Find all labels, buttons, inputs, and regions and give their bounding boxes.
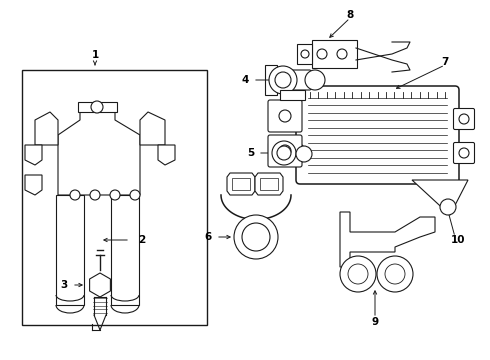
Polygon shape xyxy=(227,173,255,195)
Circle shape xyxy=(90,190,100,200)
Polygon shape xyxy=(412,180,468,215)
Circle shape xyxy=(340,256,376,292)
Circle shape xyxy=(317,49,327,59)
Circle shape xyxy=(348,264,368,284)
Text: 4: 4 xyxy=(242,75,249,85)
FancyBboxPatch shape xyxy=(268,100,302,132)
Text: 5: 5 xyxy=(247,148,254,158)
Circle shape xyxy=(301,50,309,58)
Polygon shape xyxy=(78,102,117,112)
Bar xyxy=(111,195,139,305)
Text: 9: 9 xyxy=(371,317,379,327)
Polygon shape xyxy=(58,110,140,195)
Text: 7: 7 xyxy=(441,57,449,67)
Polygon shape xyxy=(158,145,175,165)
Bar xyxy=(232,178,250,190)
Circle shape xyxy=(377,256,413,292)
FancyBboxPatch shape xyxy=(454,143,474,163)
Polygon shape xyxy=(90,273,110,297)
Circle shape xyxy=(269,66,297,94)
Circle shape xyxy=(130,190,140,200)
Text: 2: 2 xyxy=(138,235,145,245)
Polygon shape xyxy=(265,65,277,95)
FancyBboxPatch shape xyxy=(268,135,302,167)
Polygon shape xyxy=(25,145,42,165)
Circle shape xyxy=(70,190,80,200)
Circle shape xyxy=(305,70,325,90)
Circle shape xyxy=(459,148,469,158)
Circle shape xyxy=(440,199,456,215)
Circle shape xyxy=(91,101,103,113)
Polygon shape xyxy=(280,90,305,100)
Polygon shape xyxy=(268,143,280,161)
Bar xyxy=(260,178,278,190)
Circle shape xyxy=(275,72,291,88)
Polygon shape xyxy=(340,212,435,267)
Circle shape xyxy=(234,215,278,259)
Polygon shape xyxy=(297,44,312,64)
Polygon shape xyxy=(275,70,315,90)
Polygon shape xyxy=(25,175,42,195)
Text: 10: 10 xyxy=(451,235,465,245)
Circle shape xyxy=(337,49,347,59)
Text: 8: 8 xyxy=(346,10,354,20)
Polygon shape xyxy=(312,40,357,68)
Polygon shape xyxy=(35,112,58,145)
Circle shape xyxy=(272,141,296,165)
Text: 3: 3 xyxy=(61,280,68,290)
Polygon shape xyxy=(278,143,304,165)
Text: 1: 1 xyxy=(91,50,98,60)
Polygon shape xyxy=(140,112,165,145)
Circle shape xyxy=(296,146,312,162)
FancyBboxPatch shape xyxy=(454,108,474,130)
Circle shape xyxy=(279,110,291,122)
Polygon shape xyxy=(255,173,283,195)
Bar xyxy=(22,70,207,325)
Circle shape xyxy=(279,145,291,157)
FancyBboxPatch shape xyxy=(296,86,459,184)
Circle shape xyxy=(277,146,291,160)
Circle shape xyxy=(110,190,120,200)
Circle shape xyxy=(242,223,270,251)
Circle shape xyxy=(385,264,405,284)
Text: 6: 6 xyxy=(205,232,212,242)
Bar xyxy=(56,195,84,305)
Circle shape xyxy=(459,114,469,124)
